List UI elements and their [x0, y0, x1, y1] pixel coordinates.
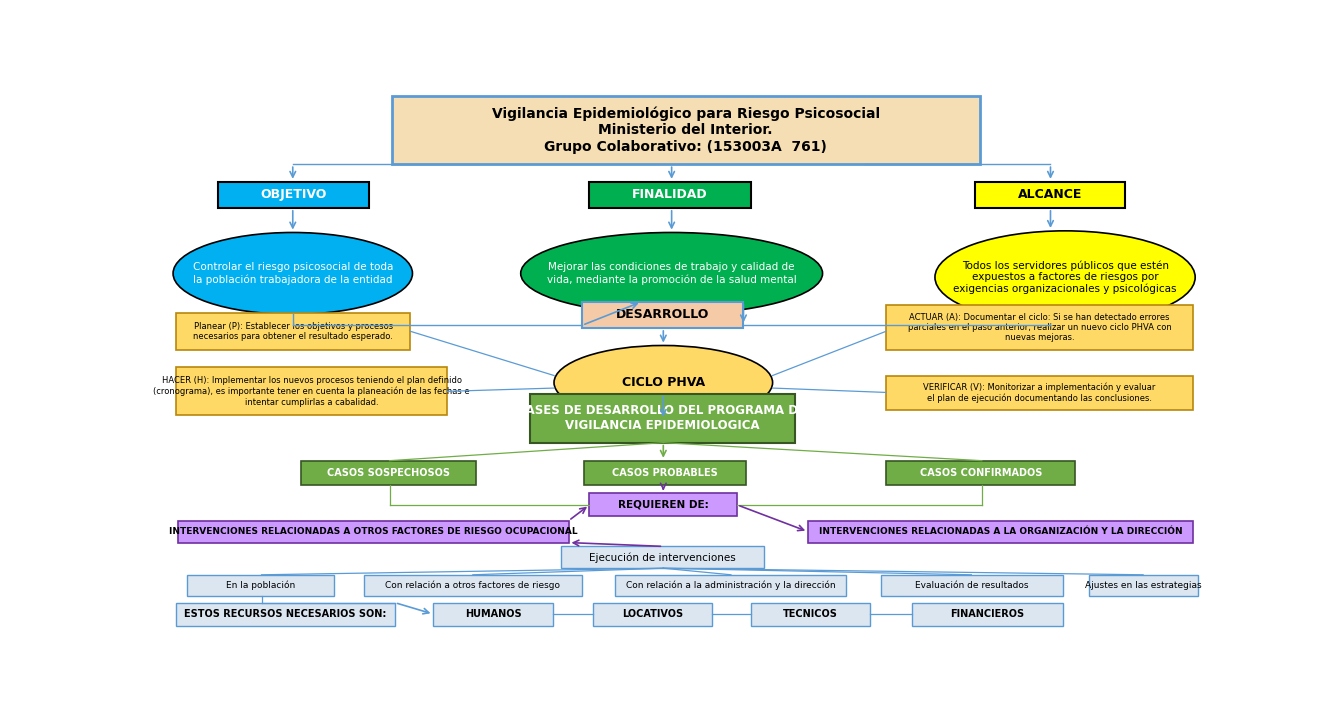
Text: OBJETIVO: OBJETIVO [261, 189, 326, 201]
Text: HACER (H): Implementar los nuevos procesos teniendo el plan definido
(cronograma: HACER (H): Implementar los nuevos proces… [153, 376, 470, 406]
Text: DESARROLLO: DESARROLLO [616, 308, 709, 321]
Text: INTERVENCIONES RELACIONADAS A OTROS FACTORES DE RIESGO OCUPACIONAL: INTERVENCIONES RELACIONADAS A OTROS FACT… [169, 527, 577, 536]
FancyBboxPatch shape [886, 305, 1193, 350]
FancyBboxPatch shape [176, 367, 447, 415]
FancyBboxPatch shape [592, 603, 712, 625]
Text: ESTOS RECURSOS NECESARIOS SON:: ESTOS RECURSOS NECESARIOS SON: [184, 609, 387, 619]
Text: INTERVENCIONES RELACIONADAS A LA ORGANIZACIÓN Y LA DIRECCIÓN: INTERVENCIONES RELACIONADAS A LA ORGANIZ… [819, 527, 1182, 536]
FancyBboxPatch shape [808, 520, 1193, 542]
Text: Ajustes en las estrategias: Ajustes en las estrategias [1085, 581, 1202, 590]
FancyBboxPatch shape [392, 96, 979, 164]
Text: ACTUAR (A): Documentar el ciclo: Si se han detectado errores
parciales en el pas: ACTUAR (A): Documentar el ciclo: Si se h… [908, 313, 1171, 342]
Text: LOCATIVOS: LOCATIVOS [622, 609, 684, 619]
Text: CICLO PHVA: CICLO PHVA [622, 376, 705, 389]
Text: Con relación a otros factores de riesgo: Con relación a otros factores de riesgo [385, 581, 560, 590]
FancyBboxPatch shape [176, 603, 395, 625]
Text: Controlar el riesgo psicosocial de toda
la población trabajadora de la entidad: Controlar el riesgo psicosocial de toda … [192, 262, 393, 284]
Text: Vigilancia Epidemiológico para Riesgo Psicosocial
Ministerio del Interior.
Grupo: Vigilancia Epidemiológico para Riesgo Ps… [492, 106, 880, 154]
FancyBboxPatch shape [218, 182, 369, 208]
Text: ALCANCE: ALCANCE [1018, 189, 1082, 201]
FancyBboxPatch shape [187, 575, 334, 596]
FancyBboxPatch shape [1089, 575, 1198, 596]
FancyBboxPatch shape [886, 376, 1193, 410]
Text: En la población: En la población [226, 581, 295, 590]
Text: Todos los servidores públicos que estén
expuestos a factores de riesgos por
exig: Todos los servidores públicos que estén … [954, 260, 1176, 294]
Ellipse shape [935, 231, 1195, 323]
FancyBboxPatch shape [179, 520, 568, 542]
FancyBboxPatch shape [590, 493, 737, 516]
Text: CASOS PROBABLES: CASOS PROBABLES [612, 468, 717, 478]
FancyBboxPatch shape [561, 547, 764, 568]
FancyBboxPatch shape [582, 302, 744, 328]
Text: TECNICOS: TECNICOS [783, 609, 838, 619]
FancyBboxPatch shape [176, 313, 411, 350]
Text: Ejecución de intervenciones: Ejecución de intervenciones [590, 552, 736, 562]
Ellipse shape [555, 345, 772, 420]
FancyBboxPatch shape [434, 603, 553, 625]
FancyBboxPatch shape [975, 182, 1125, 208]
FancyBboxPatch shape [751, 603, 870, 625]
FancyBboxPatch shape [590, 182, 751, 208]
Text: VERIFICAR (V): Monitorizar a implementación y evaluar
el plan de ejecución docum: VERIFICAR (V): Monitorizar a implementac… [924, 383, 1156, 403]
FancyBboxPatch shape [886, 461, 1076, 485]
Text: Con relación a la administración y la dirección: Con relación a la administración y la di… [626, 581, 835, 590]
Text: Mejorar las condiciones de trabajo y calidad de
vida, mediante la promoción de l: Mejorar las condiciones de trabajo y cal… [547, 262, 796, 284]
FancyBboxPatch shape [584, 461, 745, 485]
FancyBboxPatch shape [912, 603, 1064, 625]
Text: CASOS SOSPECHOSOS: CASOS SOSPECHOSOS [328, 468, 450, 478]
FancyBboxPatch shape [615, 575, 846, 596]
FancyBboxPatch shape [530, 393, 795, 442]
Ellipse shape [521, 233, 822, 314]
FancyBboxPatch shape [364, 575, 582, 596]
FancyBboxPatch shape [881, 575, 1064, 596]
FancyBboxPatch shape [301, 461, 475, 485]
Text: FINANCIEROS: FINANCIEROS [951, 609, 1025, 619]
Text: FINALIDAD: FINALIDAD [633, 189, 708, 201]
Ellipse shape [173, 233, 412, 314]
Text: HUMANOS: HUMANOS [465, 609, 521, 619]
Text: FASES DE DESARROLLO DEL PROGRAMA DE
VIGILANCIA EPIDEMIOLOGICA: FASES DE DESARROLLO DEL PROGRAMA DE VIGI… [520, 404, 806, 432]
Text: CASOS CONFIRMADOS: CASOS CONFIRMADOS [920, 468, 1042, 478]
Text: Planear (P): Establecer los objetivos y procesos
necesarios para obtener el resu: Planear (P): Establecer los objetivos y … [193, 322, 393, 341]
Text: REQUIEREN DE:: REQUIEREN DE: [618, 500, 709, 510]
Text: Evaluación de resultados: Evaluación de resultados [915, 581, 1029, 590]
